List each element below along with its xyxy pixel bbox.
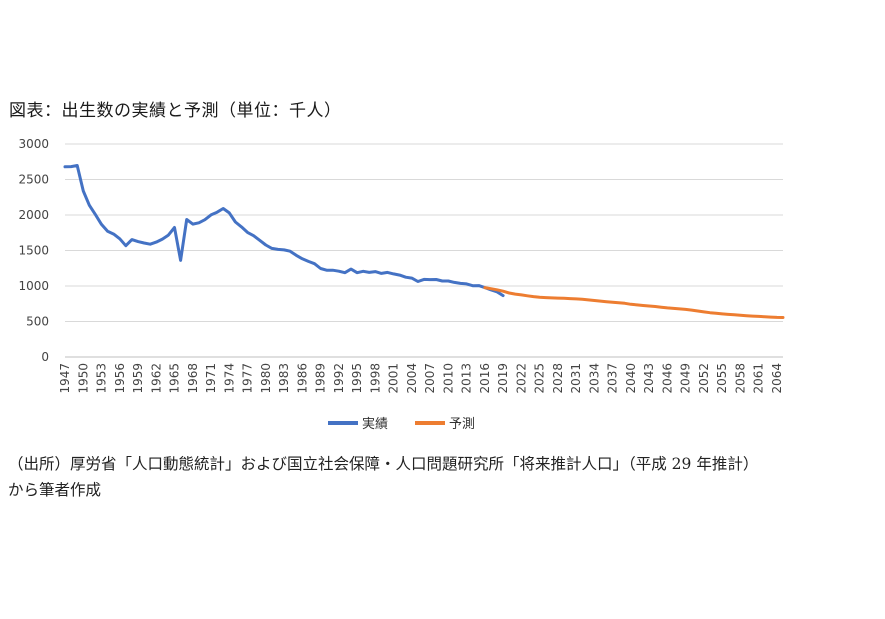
x-tick-label: 2019 (496, 363, 510, 394)
y-tick-label: 1500 (18, 244, 49, 258)
x-tick-label: 1980 (259, 363, 273, 394)
series-line-actual (63, 164, 505, 298)
x-tick-label: 1983 (277, 363, 291, 394)
x-tick-label: 1995 (350, 363, 364, 394)
x-tick-label: 1974 (222, 363, 236, 394)
x-tick-label: 1977 (241, 363, 255, 394)
y-axis-tick-labels: 0 500 1000 1500 2000 2500 3000 (18, 137, 49, 364)
x-tick-label: 1998 (368, 363, 382, 394)
y-tick-label: 500 (26, 315, 49, 329)
x-tick-label: 2055 (715, 363, 729, 394)
legend-label: 予測 (449, 417, 475, 432)
x-axis-tick-labels: 1947 1950 1953 1956 1959 1962 1965 1968 1971 1974… (58, 363, 784, 394)
x-tick-label: 1947 (58, 363, 72, 394)
x-tick-label: 2058 (733, 363, 747, 394)
x-tick-label: 2049 (679, 363, 693, 394)
x-tick-label: 2046 (660, 363, 674, 394)
legend: 実績 予測 (328, 416, 475, 432)
x-tick-label: 2028 (551, 363, 565, 394)
x-tick-label: 2031 (569, 363, 583, 394)
x-tick-label: 1968 (186, 363, 200, 394)
y-tick-label: 1000 (18, 279, 49, 293)
source-note: （出所）厚労省「人口動態統計」および国立社会保障・人口問題研究所「将来推計人口」… (8, 455, 759, 473)
x-tick-label: 1959 (131, 363, 145, 394)
source-note-continued: から筆者作成 (8, 481, 102, 499)
legend-label: 実績 (362, 416, 388, 432)
x-tick-label: 2061 (752, 363, 766, 394)
x-tick-label: 1986 (295, 363, 309, 394)
x-tick-label: 2013 (460, 363, 474, 394)
x-tick-label: 1956 (113, 363, 127, 394)
x-tick-label: 2025 (533, 363, 547, 394)
series-lines (63, 164, 785, 319)
x-tick-label: 1989 (314, 363, 328, 394)
y-tick-label: 2500 (18, 173, 49, 187)
x-tick-label: 1950 (76, 363, 90, 394)
line-chart: 0 500 1000 1500 2000 2500 3000 1947 1950 1953 195… (18, 137, 785, 432)
x-tick-label: 2001 (387, 363, 401, 394)
x-tick-label: 1962 (149, 363, 163, 394)
x-tick-label: 2040 (624, 363, 638, 394)
y-tick-label: 0 (41, 350, 49, 364)
x-tick-label: 2037 (606, 363, 620, 394)
chart-title: 図表：出生数の実績と予測（単位：千人） (9, 101, 342, 121)
gridlines (65, 143, 783, 358)
x-tick-label: 1992 (332, 363, 346, 394)
x-tick-label: 1971 (204, 363, 218, 394)
x-tick-label: 2010 (441, 363, 455, 394)
series-line-forecast (483, 286, 785, 319)
x-tick-label: 2034 (587, 363, 601, 394)
x-tick-label: 1953 (95, 363, 109, 394)
x-tick-label: 2043 (642, 363, 656, 394)
x-tick-label: 2016 (478, 363, 492, 394)
x-tick-label: 1965 (168, 363, 182, 394)
y-tick-label: 3000 (18, 137, 49, 151)
x-tick-label: 2052 (697, 363, 711, 394)
x-tick-label: 2064 (770, 363, 784, 394)
y-tick-label: 2000 (18, 208, 49, 222)
x-tick-label: 2007 (423, 363, 437, 394)
x-tick-label: 2022 (514, 363, 528, 394)
x-tick-label: 2004 (405, 363, 419, 394)
